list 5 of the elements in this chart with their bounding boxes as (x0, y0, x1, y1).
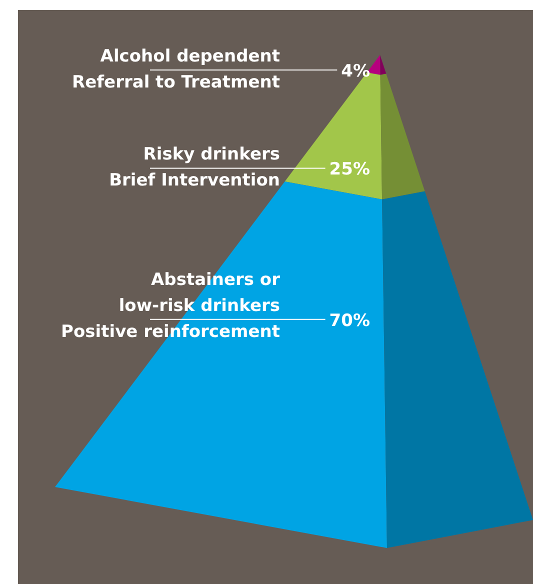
data-label: 25% (329, 160, 370, 180)
data-label: 4% (341, 61, 370, 82)
data-label: 70% (329, 310, 370, 331)
category-label: Alcohol dependent Referral to Treatment (72, 46, 280, 92)
category-label: Risky drinkers Brief Intervention (109, 144, 280, 191)
